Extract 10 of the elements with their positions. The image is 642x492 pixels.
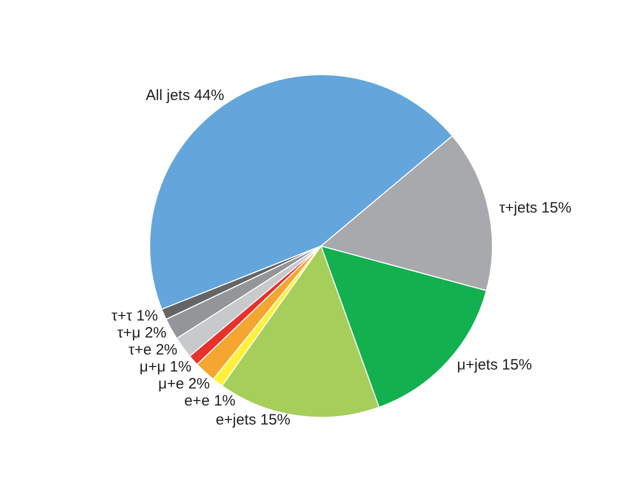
slice-label: τ+μ 2%	[117, 324, 166, 342]
slice-label: μ+e 2%	[158, 375, 210, 392]
slice-label: τ+e 2%	[128, 341, 178, 358]
slice-label: τ+τ 1%	[112, 307, 158, 324]
slice-label: e+e 1%	[184, 392, 236, 410]
slice-label: μ+jets 15%	[456, 356, 532, 374]
slice-label: τ+jets 15%	[499, 200, 572, 217]
slice-label: e+jets 15%	[216, 411, 290, 428]
slice-label: μ+μ 1%	[140, 358, 192, 376]
slice-label: All jets 44%	[146, 86, 224, 104]
